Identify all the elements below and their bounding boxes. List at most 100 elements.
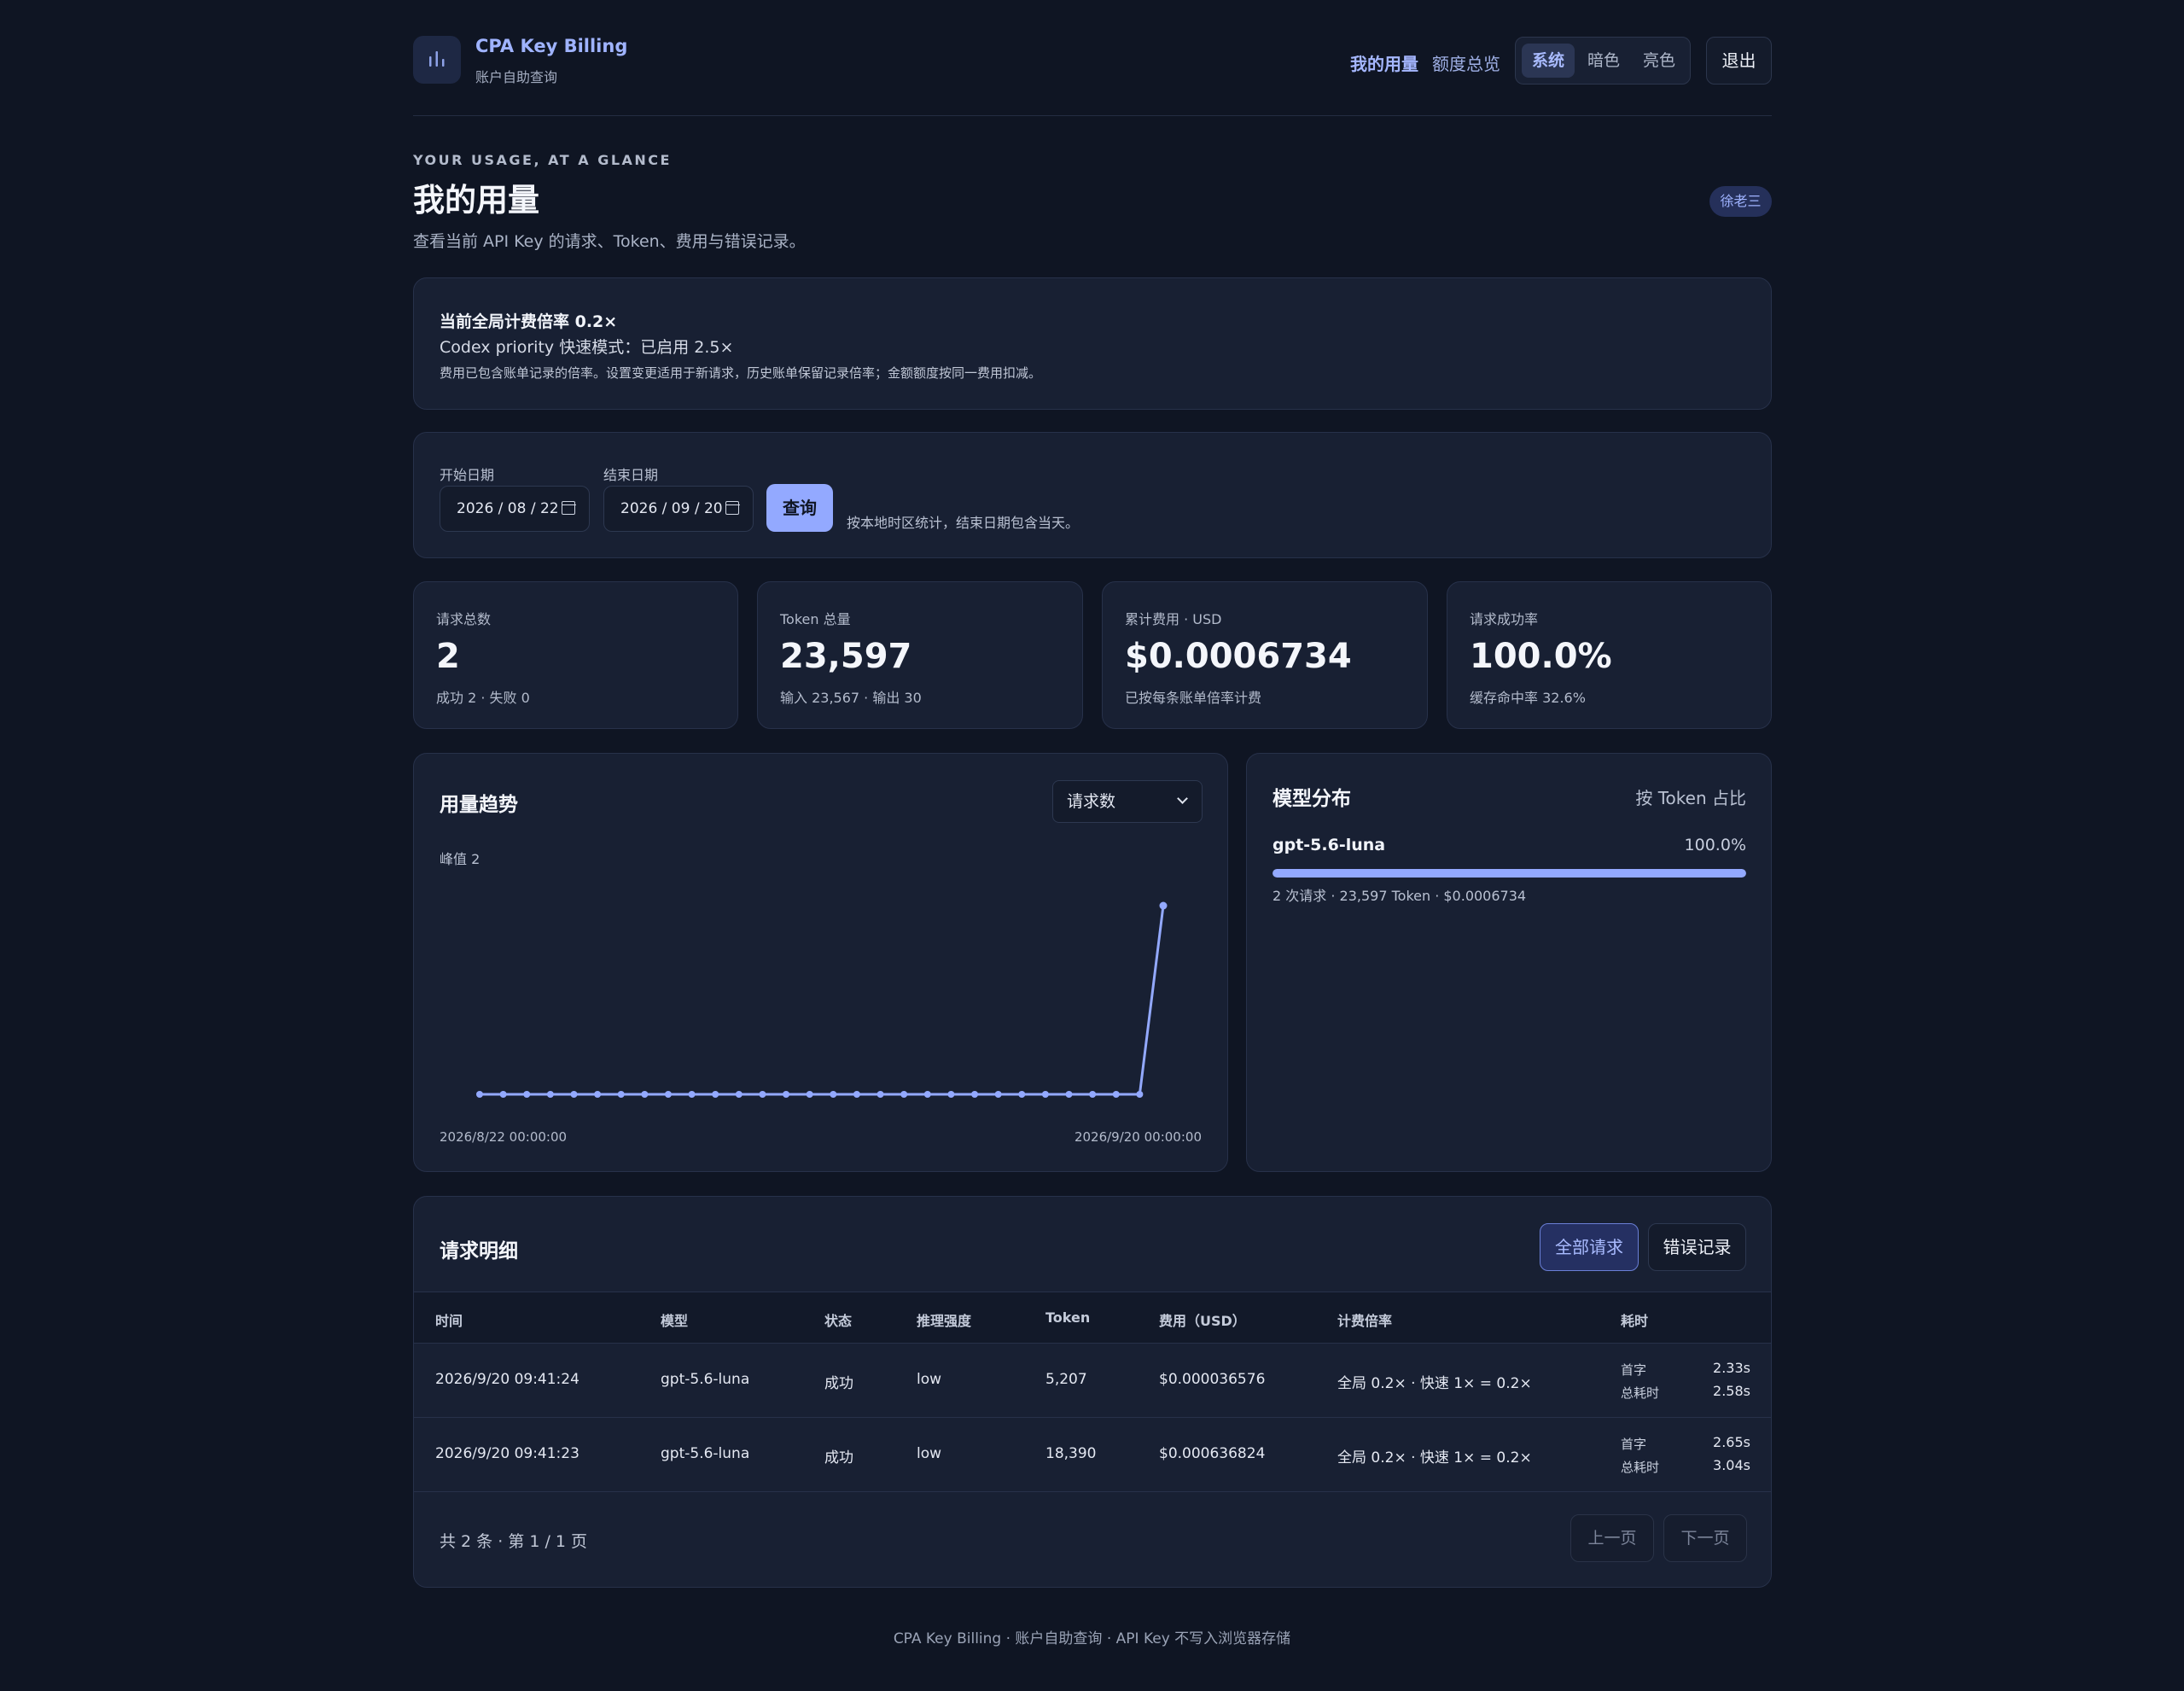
distribution-title: 模型分布 [1273,788,1351,810]
trend-point[interactable] [617,1091,625,1098]
stat-value: 2 [436,637,460,676]
end-date-label: 结束日期 [603,467,659,483]
stat-sub: 输入 23,567 · 输出 30 [780,690,922,706]
usage-trend-card: 用量趋势 请求数 峰值 2 2026/8/22 00:00:00 2026/9/… [413,753,1228,1172]
model-share-bar [1273,869,1746,878]
tab-error-records[interactable]: 错误记录 [1648,1223,1746,1271]
cell-token: 5,207 [1045,1371,1087,1388]
cell-status: 成功 [824,1449,853,1467]
trend-point[interactable] [1018,1091,1026,1098]
trend-point[interactable] [1136,1091,1144,1098]
trend-point[interactable] [712,1091,719,1098]
nav-my-usage[interactable]: 我的用量 [1350,54,1418,74]
model-meta: 2 次请求 · 23,597 Token · $0.0006734 [1273,888,1527,904]
prev-page-button[interactable]: 上一页 [1570,1514,1654,1562]
trend-point[interactable] [877,1091,884,1098]
trend-point[interactable] [546,1091,554,1098]
page: CPA Key Billing 账户自助查询 我的用量 额度总览 系统 暗色 亮… [413,0,1772,1588]
model-share-fill [1273,869,1746,878]
start-date-input[interactable]: 2026 / 08 / 22 [440,486,590,532]
trend-point[interactable] [806,1091,813,1098]
col-status: 状态 [824,1313,853,1329]
theme-light[interactable]: 亮色 [1642,51,1675,70]
cell-time: 2026/9/20 09:41:24 [435,1371,579,1388]
request-details-card: 请求明细 全部请求 错误记录 时间 模型 状态 推理强度 Token 费用（US… [413,1196,1772,1588]
theme-switcher: 系统 暗色 亮色 [1515,37,1691,85]
metric-select-value: 请求数 [1067,792,1116,811]
trend-point[interactable] [499,1091,507,1098]
end-date-value: 2026 / 09 / 20 [620,500,723,517]
trend-point[interactable] [688,1091,696,1098]
trend-point[interactable] [476,1091,483,1098]
x-axis-end-label: 2026/9/20 00:00:00 [1074,1129,1202,1145]
end-date-input[interactable]: 2026 / 09 / 20 [603,486,754,532]
stat-card-tokens: Token 总量 23,597 输入 23,567 · 输出 30 [757,581,1083,729]
trend-point[interactable] [783,1091,790,1098]
brand-name: CPA Key Billing [475,36,628,56]
theme-dark[interactable]: 暗色 [1587,51,1620,70]
metric-select[interactable]: 请求数 [1052,780,1203,823]
trend-point[interactable] [594,1091,602,1098]
logo [413,36,461,84]
model-share-label: 100.0% [1684,836,1746,854]
cell-cost: $0.000036576 [1159,1371,1266,1388]
cell-rate: 全局 0.2× · 快速 1× = 0.2× [1337,1449,1532,1467]
trend-point[interactable] [641,1091,649,1098]
app-header: CPA Key Billing 账户自助查询 我的用量 额度总览 系统 暗色 亮… [413,0,1772,116]
rate-note: 费用已包含账单记录的倍率。设置变更适用于新请求，历史账单保留记录倍率；金额额度按… [440,365,1042,381]
next-page-button[interactable]: 下一页 [1663,1514,1747,1562]
trend-point[interactable] [947,1091,955,1098]
stat-sub: 成功 2 · 失败 0 [436,690,530,706]
total-time-value: 3.04s [1713,1457,1750,1473]
table-header: 时间 模型 状态 推理强度 Token 费用（USD） 计费倍率 耗时 [414,1292,1771,1344]
table-row: 2026/9/20 09:41:24 gpt-5.6-luna 成功 low 5… [414,1344,1771,1418]
bar-chart-icon [429,51,445,67]
calendar-icon[interactable] [725,501,740,515]
trend-point[interactable] [994,1091,1002,1098]
trend-point[interactable] [759,1091,766,1098]
trend-point[interactable] [971,1091,979,1098]
details-title: 请求明细 [440,1240,518,1262]
trend-point[interactable] [1065,1091,1073,1098]
total-time-value: 2.58s [1713,1383,1750,1399]
col-model: 模型 [661,1313,689,1329]
trend-point[interactable] [1112,1091,1120,1098]
trend-point[interactable] [735,1091,743,1098]
cell-status: 成功 [824,1375,853,1392]
pagination-info: 共 2 条 · 第 1 / 1 页 [440,1532,588,1551]
stat-card-success-rate: 请求成功率 100.0% 缓存命中率 32.6% [1447,581,1772,729]
trend-point[interactable] [1089,1091,1097,1098]
nav-quota-overview[interactable]: 额度总览 [1432,54,1500,74]
stat-value: 23,597 [780,637,912,676]
trend-point[interactable] [664,1091,672,1098]
first-token-value: 2.65s [1713,1434,1750,1450]
trend-point[interactable] [923,1091,931,1098]
stat-card-requests: 请求总数 2 成功 2 · 失败 0 [413,581,738,729]
page-subtitle: 查看当前 API Key 的请求、Token、费用与错误记录。 [413,232,806,251]
table-row: 2026/9/20 09:41:23 gpt-5.6-luna 成功 low 1… [414,1418,1771,1492]
tab-all-requests[interactable]: 全部请求 [1540,1223,1639,1271]
footer: CPA Key Billing · 账户自助查询 · API Key 不写入浏览… [893,1630,1291,1647]
query-button[interactable]: 查询 [766,484,833,532]
theme-system[interactable]: 系统 [1522,44,1575,78]
trend-point[interactable] [830,1091,837,1098]
query-note: 按本地时区统计，结束日期包含当天。 [847,515,1080,531]
peak-label: 峰值 2 [440,851,480,867]
stat-label: 请求成功率 [1470,611,1539,627]
cell-effort: low [917,1371,942,1388]
trend-point[interactable] [1159,901,1168,910]
trend-point[interactable] [900,1091,908,1098]
trend-point[interactable] [570,1091,578,1098]
calendar-icon[interactable] [561,501,576,515]
col-effort: 推理强度 [917,1313,972,1329]
trend-point[interactable] [523,1091,531,1098]
start-date-label: 开始日期 [440,467,495,483]
trend-point[interactable] [1041,1091,1049,1098]
logout-button[interactable]: 退出 [1706,37,1772,85]
stat-value: 100.0% [1470,637,1612,676]
col-token: Token [1045,1309,1091,1326]
total-time-label: 总耗时 [1621,1385,1660,1401]
cell-cost: $0.000636824 [1159,1445,1266,1462]
user-badge: 徐老三 [1709,186,1772,217]
trend-point[interactable] [853,1091,860,1098]
